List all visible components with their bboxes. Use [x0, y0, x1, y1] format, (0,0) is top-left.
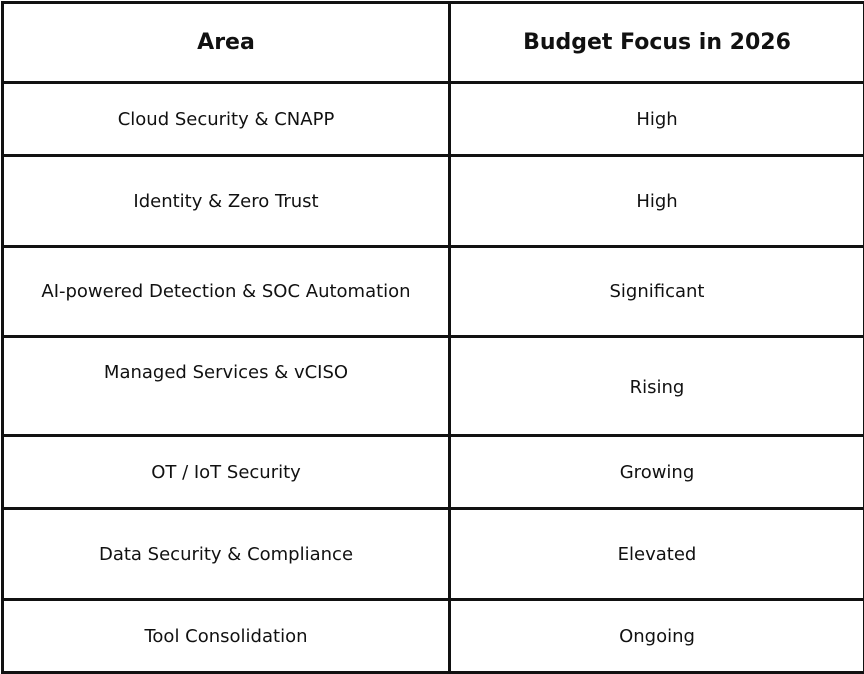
- focus-cell: High: [450, 83, 864, 156]
- table-row: Identity & Zero Trust High: [3, 156, 864, 247]
- focus-cell: Significant: [450, 247, 864, 337]
- table-row: Cloud Security & CNAPP High: [3, 83, 864, 156]
- focus-cell: Rising: [450, 337, 864, 436]
- table-row: Tool Consolidation Ongoing: [3, 600, 864, 673]
- table-header-row: Area Budget Focus in 2026: [3, 3, 864, 83]
- table-row: AI-powered Detection & SOC Automation Si…: [3, 247, 864, 337]
- area-cell: OT / IoT Security: [3, 436, 450, 509]
- area-cell: AI-powered Detection & SOC Automation: [3, 247, 450, 337]
- focus-cell: High: [450, 156, 864, 247]
- area-cell: Identity & Zero Trust: [3, 156, 450, 247]
- table-row: Data Security & Compliance Elevated: [3, 509, 864, 600]
- header-budget-focus: Budget Focus in 2026: [450, 3, 864, 83]
- table-row: Managed Services & vCISO Rising: [3, 337, 864, 436]
- focus-cell: Ongoing: [450, 600, 864, 673]
- area-cell: Cloud Security & CNAPP: [3, 83, 450, 156]
- area-cell: Managed Services & vCISO: [3, 337, 450, 436]
- header-area: Area: [3, 3, 450, 83]
- area-cell: Tool Consolidation: [3, 600, 450, 673]
- focus-cell: Growing: [450, 436, 864, 509]
- table-row: OT / IoT Security Growing: [3, 436, 864, 509]
- area-cell: Data Security & Compliance: [3, 509, 450, 600]
- focus-cell: Elevated: [450, 509, 864, 600]
